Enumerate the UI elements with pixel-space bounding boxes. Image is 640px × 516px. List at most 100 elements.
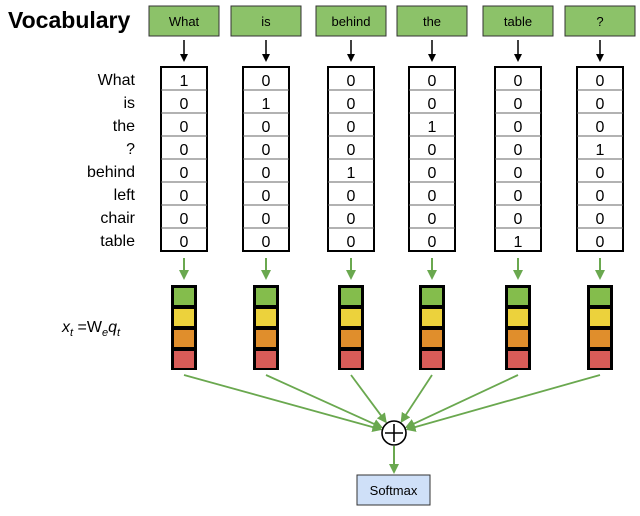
- eq-w-sub: e: [102, 327, 108, 339]
- vocab-label: left: [114, 187, 136, 204]
- embedding-to-sum-arrow: [400, 374, 433, 423]
- word-box: [482, 5, 554, 37]
- one-hot-value: 0: [347, 119, 356, 136]
- embedding-cell: [508, 330, 528, 347]
- one-hot-value: 0: [347, 234, 356, 251]
- one-hot-value: 0: [262, 211, 271, 228]
- one-hot-value: 0: [262, 188, 271, 205]
- embedding-cell: [256, 288, 276, 305]
- embedding-cell: [508, 351, 528, 368]
- embedding-cell: [590, 330, 610, 347]
- word-column: ? 0 0 0 1 0 0 0 0: [564, 5, 636, 370]
- one-hot-value: 0: [347, 96, 356, 113]
- word-label: the: [423, 14, 441, 29]
- embedding-to-sum-arrow: [404, 374, 519, 429]
- one-hot-value: 0: [180, 234, 189, 251]
- vocab-label: What: [98, 72, 136, 89]
- eq-q: q: [108, 319, 117, 336]
- word-box: [148, 5, 220, 37]
- one-hot-value: 0: [428, 165, 437, 182]
- one-hot-value: 0: [180, 119, 189, 136]
- embedding-to-sum-arrow: [405, 374, 601, 432]
- one-hot-value: 0: [596, 211, 605, 228]
- eq-q-sub: t: [117, 327, 121, 339]
- eq-we: =W: [73, 319, 103, 336]
- one-hot-value: 0: [262, 234, 271, 251]
- one-hot-value: 0: [596, 73, 605, 90]
- embedding-cell: [590, 288, 610, 305]
- one-hot-value: 0: [428, 211, 437, 228]
- one-hot-value: 0: [514, 96, 523, 113]
- embedding-cell: [422, 351, 442, 368]
- embedding-cell: [341, 351, 361, 368]
- vocab-label: table: [100, 233, 135, 250]
- one-hot-value: 0: [262, 142, 271, 159]
- word-column: behind 0 0 0 0 1 0 0 0: [315, 5, 387, 370]
- one-hot-value: 0: [180, 96, 189, 113]
- one-hot-value: 0: [347, 73, 356, 90]
- word-box: [315, 5, 387, 37]
- one-hot-value: 0: [262, 165, 271, 182]
- one-hot-value: 1: [347, 165, 356, 182]
- one-hot-value: 0: [428, 142, 437, 159]
- vocab-label: chair: [100, 210, 135, 227]
- one-hot-value: 0: [262, 73, 271, 90]
- eq-x: x: [61, 319, 71, 336]
- vocab-label: behind: [87, 164, 135, 181]
- embedding-cell: [422, 309, 442, 326]
- embedding-cell: [508, 288, 528, 305]
- one-hot-value: 0: [596, 96, 605, 113]
- one-hot-value: 0: [180, 165, 189, 182]
- one-hot-value: 0: [347, 188, 356, 205]
- softmax-label: Softmax: [370, 483, 418, 498]
- one-hot-value: 0: [262, 119, 271, 136]
- embedding-cell: [508, 309, 528, 326]
- embedding-cell: [174, 288, 194, 305]
- one-hot-value: 1: [428, 119, 437, 136]
- embedding-cell: [341, 288, 361, 305]
- one-hot-value: 1: [514, 234, 523, 251]
- embedding-cell: [422, 288, 442, 305]
- word-columns: What 1 0 0 0 0 0 0 0 is 0 1 0 0 0 0 0 0 behind 0 0 0 0 1 0 0 0 the 0…: [148, 5, 636, 370]
- one-hot-value: 0: [514, 211, 523, 228]
- one-hot-value: 1: [180, 73, 189, 90]
- vocab-label: the: [113, 118, 135, 135]
- embedding-to-sum-arrow: [183, 374, 383, 432]
- word-box: [396, 5, 468, 37]
- softmax-box: [356, 474, 431, 506]
- embedding-cell: [174, 330, 194, 347]
- one-hot-value: 0: [428, 234, 437, 251]
- embedding-equation: xt =Weqt: [61, 319, 121, 339]
- embedding-cell: [174, 351, 194, 368]
- vocab-label: ?: [126, 141, 135, 158]
- one-hot-value: 1: [596, 142, 605, 159]
- one-hot-value: 0: [428, 73, 437, 90]
- one-hot-value: 0: [514, 188, 523, 205]
- one-hot-value: 0: [514, 73, 523, 90]
- embedding-to-sum-arrow: [265, 374, 384, 429]
- word-column: table 0 0 0 0 0 0 0 1: [482, 5, 554, 370]
- word-label: ?: [596, 14, 603, 29]
- one-hot-value: 0: [180, 188, 189, 205]
- word-box: [564, 5, 636, 37]
- one-hot-value: 1: [262, 96, 271, 113]
- word-label: What: [169, 14, 200, 29]
- word-column: What 1 0 0 0 0 0 0 0: [148, 5, 220, 370]
- word-label: is: [261, 14, 271, 29]
- word-column: is 0 1 0 0 0 0 0 0: [230, 5, 302, 370]
- embedding-cell: [341, 309, 361, 326]
- word-label: table: [504, 14, 532, 29]
- word-box: [230, 5, 302, 37]
- one-hot-value: 0: [428, 96, 437, 113]
- eq-x-sub: t: [70, 327, 74, 339]
- one-hot-value: 0: [514, 165, 523, 182]
- one-hot-value: 0: [514, 119, 523, 136]
- one-hot-value: 0: [596, 119, 605, 136]
- one-hot-value: 0: [180, 211, 189, 228]
- embedding-cell: [590, 351, 610, 368]
- one-hot-value: 0: [347, 142, 356, 159]
- one-hot-value: 0: [347, 211, 356, 228]
- sum-arrows: [183, 374, 601, 432]
- one-hot-value: 0: [428, 188, 437, 205]
- vocab-label: is: [123, 95, 135, 112]
